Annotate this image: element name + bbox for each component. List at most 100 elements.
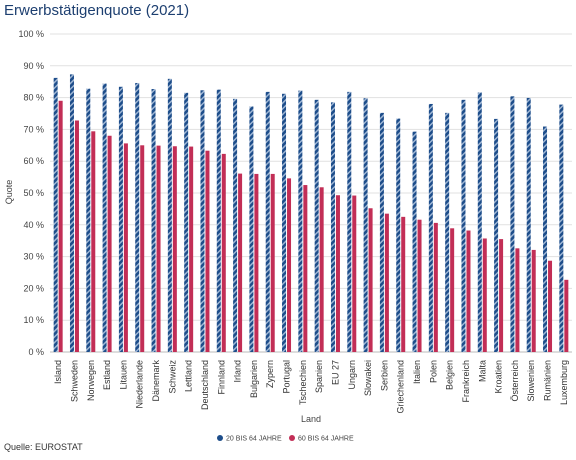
x-tick-label: Spanien <box>314 360 324 393</box>
y-tick-label: 0 % <box>28 347 44 357</box>
x-tick-label: Island <box>53 360 63 384</box>
x-tick-label: Norwegen <box>86 360 96 401</box>
bar-series2 <box>417 219 422 352</box>
x-axis-label: Land <box>301 414 321 424</box>
legend-swatch <box>289 435 295 441</box>
y-tick-label: 70 % <box>23 124 44 134</box>
bar-series1 <box>314 99 319 353</box>
bar-series2 <box>238 173 243 352</box>
bar-series1 <box>118 86 123 353</box>
source-note: Quelle: EUROSTAT <box>4 442 83 452</box>
legend-swatch <box>217 435 223 441</box>
x-tick-label: Österreich <box>510 360 520 402</box>
x-tick-label: EU 27 <box>330 360 340 385</box>
x-tick-label: Niederlande <box>135 360 145 409</box>
bar-series1 <box>282 93 287 352</box>
x-tick-label: Slowenien <box>526 360 536 402</box>
y-axis-label: Quote <box>4 180 14 205</box>
y-tick-label: 80 % <box>23 93 44 103</box>
bar-series1 <box>526 97 531 352</box>
bar-series1 <box>347 91 352 352</box>
x-tick-label: Schweden <box>69 360 79 402</box>
bar-series1 <box>379 112 384 352</box>
bar-series1 <box>559 104 564 352</box>
x-tick-label: Finnland <box>216 360 226 395</box>
x-tick-label: Estland <box>102 360 112 390</box>
bar-series2 <box>107 135 112 352</box>
bar-series1 <box>200 90 205 352</box>
bar-series2 <box>401 216 406 352</box>
chart-title: Erwerbstätigenquote (2021) <box>4 2 190 19</box>
y-tick-label: 30 % <box>23 252 44 262</box>
bar-series2 <box>499 239 504 352</box>
bar-series2 <box>531 249 536 352</box>
x-tick-label: Tschechien <box>298 360 308 405</box>
bar-series2 <box>433 222 438 352</box>
x-tick-label: Frankreich <box>461 360 471 403</box>
x-tick-label: Irland <box>233 360 243 383</box>
bar-series2 <box>384 213 389 352</box>
x-axis-ticks: Island Schweden Norwegen Estland Litauen Nied… <box>53 360 569 414</box>
x-tick-label: Deutschland <box>200 360 210 410</box>
bar-series1 <box>184 92 189 352</box>
y-axis-ticks: 0 % 10 % 20 % 30 % 40 % 50 % 60 % 70 % 80 % 90 % 1… <box>18 29 44 357</box>
bar-series1 <box>69 74 74 353</box>
bar-series2 <box>140 145 145 352</box>
x-tick-label: Polen <box>428 360 438 383</box>
bar-series1 <box>167 78 172 352</box>
bar-series1 <box>233 98 238 352</box>
bar-series2 <box>287 178 292 352</box>
bar-series1 <box>216 89 221 353</box>
bar-series1 <box>510 96 515 352</box>
bar-series2 <box>548 260 553 352</box>
bar-series1 <box>412 131 417 352</box>
x-tick-label: Belgien <box>445 360 455 390</box>
bar-series2 <box>319 187 324 352</box>
bar-series1 <box>363 98 368 353</box>
bar-series2 <box>172 146 177 352</box>
bar-series1 <box>461 99 466 353</box>
bar-series2 <box>74 120 79 352</box>
bar-series1 <box>445 112 450 352</box>
x-tick-label: Schweiz <box>167 360 177 394</box>
bar-series2 <box>156 145 161 352</box>
x-tick-label: Portugal <box>282 360 292 394</box>
x-tick-label: Slowakei <box>363 360 373 396</box>
y-tick-label: 100 % <box>18 29 44 39</box>
x-tick-label: Italien <box>412 360 422 384</box>
bar-series1 <box>86 88 91 353</box>
bar-series2 <box>303 185 308 352</box>
legend-label: 60 BIS 64 JAHRE <box>298 436 354 443</box>
bar-series2 <box>221 153 226 352</box>
bars <box>53 74 569 353</box>
y-tick-label: 90 % <box>23 61 44 71</box>
bar-series2 <box>515 248 520 352</box>
bar-series2 <box>368 208 373 352</box>
bar-series2 <box>270 173 275 352</box>
bar-series1 <box>102 83 107 352</box>
y-tick-label: 40 % <box>23 220 44 230</box>
bar-series1 <box>428 103 433 353</box>
bar-series2 <box>482 238 487 352</box>
bar-series1 <box>135 82 140 353</box>
bar-series1 <box>330 102 335 353</box>
x-tick-label: Lettland <box>184 360 194 392</box>
legend: 20 BIS 64 JAHRE 60 BIS 64 JAHRE <box>217 435 354 443</box>
bar-series2 <box>466 230 471 352</box>
legend-label: 20 BIS 64 JAHRE <box>226 436 282 443</box>
bar-series2 <box>450 228 455 352</box>
x-tick-label: Bulgarien <box>249 360 259 398</box>
x-tick-label: Rumänien <box>543 360 553 401</box>
bar-series2 <box>58 100 63 352</box>
x-tick-label: Dänemark <box>151 360 161 402</box>
x-tick-label: Kroatien <box>494 360 504 394</box>
x-tick-label: Luxemburg <box>559 360 569 405</box>
x-tick-label: Zypern <box>265 360 275 388</box>
bar-series2 <box>91 131 96 352</box>
bar-series2 <box>564 279 569 352</box>
bar-series1 <box>543 126 548 353</box>
bar-series2 <box>352 195 357 352</box>
x-tick-label: Malta <box>477 360 487 382</box>
